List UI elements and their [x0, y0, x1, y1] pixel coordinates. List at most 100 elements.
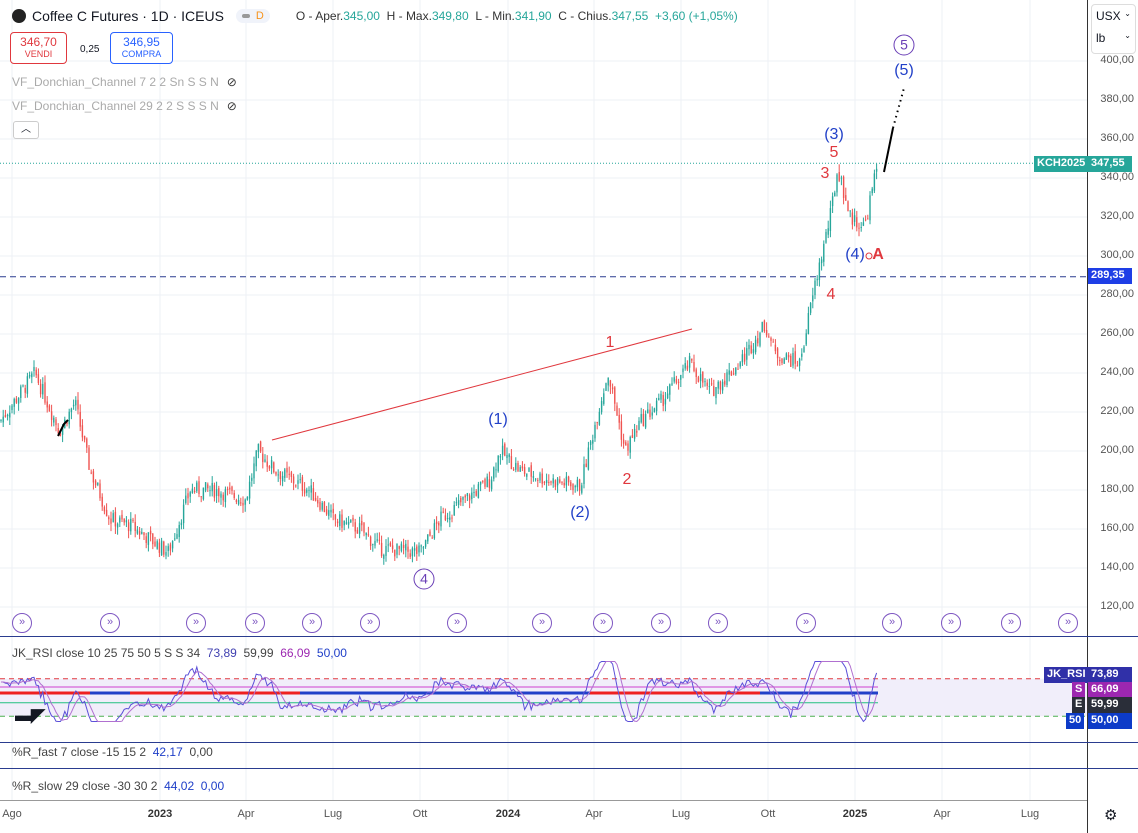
- candle-body: [387, 544, 389, 546]
- candle-body: [46, 401, 48, 408]
- candle-body: [534, 478, 537, 480]
- price-axis[interactable]: USX ⌄ lb ⌄ 400,00 380,00 360,00 340,00 320,0…: [1087, 0, 1138, 833]
- candle-body: [765, 330, 768, 336]
- candle-body: [796, 365, 799, 367]
- candle-body: [519, 467, 521, 472]
- wave-label-circled-4[interactable]: 4: [413, 568, 435, 590]
- symbol-title[interactable]: Coffee C Futures · 1D · ICEUS: [32, 8, 224, 24]
- candle-body: [864, 219, 867, 221]
- candle-body: [277, 474, 279, 476]
- candle-body: [814, 280, 816, 296]
- r-fast-legend[interactable]: %R_fast 7 close -15 15 2 42,17 0,00: [12, 745, 213, 759]
- candle-body: [521, 466, 524, 469]
- event-jump-icon[interactable]: »: [882, 613, 902, 633]
- wave-label-3[interactable]: (3): [824, 126, 844, 143]
- candle-body: [726, 372, 728, 386]
- candle-body: [675, 379, 678, 383]
- candle-body: [88, 447, 90, 470]
- event-jump-icon[interactable]: »: [186, 613, 206, 633]
- event-jump-icon[interactable]: »: [447, 613, 467, 633]
- candle-body: [306, 489, 308, 493]
- indicator-donchian-29[interactable]: VF_Donchian_Channel 29 2 2 S S S N ⊘: [12, 99, 237, 113]
- candle-body: [600, 401, 603, 413]
- candle-body: [13, 398, 15, 407]
- unit-select[interactable]: lb ⌄: [1096, 31, 1131, 45]
- status-label: D: [255, 10, 264, 22]
- candle-body: [332, 508, 334, 514]
- candle-body: [165, 552, 167, 556]
- candle-body: [688, 356, 691, 368]
- currency-unit-selector[interactable]: USX ⌄ lb ⌄: [1091, 4, 1136, 54]
- hidden-eye-icon[interactable]: ⊘: [226, 99, 237, 113]
- candle-body: [141, 532, 143, 534]
- hidden-eye-icon[interactable]: ⊘: [226, 75, 237, 89]
- wave-label-4[interactable]: (4): [845, 246, 865, 263]
- candle-body: [268, 466, 271, 469]
- settings-gear-icon[interactable]: ⚙: [1104, 807, 1118, 824]
- candle-body: [169, 544, 172, 551]
- candle-body: [185, 495, 187, 503]
- subwave-label-3[interactable]: 3: [820, 165, 830, 182]
- event-jump-icon[interactable]: »: [12, 613, 32, 633]
- candle-body: [455, 502, 458, 504]
- subwave-label-a[interactable]: A: [872, 246, 884, 263]
- price-tick: 160,00: [1100, 522, 1134, 534]
- candle-body: [715, 387, 717, 399]
- candle-body: [435, 521, 438, 524]
- event-jump-icon[interactable]: »: [651, 613, 671, 633]
- event-jump-icon[interactable]: »: [708, 613, 728, 633]
- event-jump-icon[interactable]: »: [1001, 613, 1021, 633]
- event-jump-icon[interactable]: »: [360, 613, 380, 633]
- candle-body: [849, 210, 851, 212]
- event-jump-icon[interactable]: »: [100, 613, 120, 633]
- wave-label-circled-5[interactable]: 5: [893, 34, 915, 56]
- candle-body: [123, 519, 125, 523]
- candle-body: [229, 487, 231, 490]
- indicator-donchian-7[interactable]: VF_Donchian_Channel 7 2 2 Sn S S N ⊘: [12, 75, 237, 89]
- market-status-badge[interactable]: D: [235, 9, 270, 23]
- subwave-label-1[interactable]: 1: [605, 334, 615, 351]
- subwave-label-4[interactable]: 4: [826, 286, 836, 303]
- candle-body: [191, 488, 194, 494]
- event-jump-icon[interactable]: »: [302, 613, 322, 633]
- price-chart[interactable]: [0, 0, 1087, 800]
- candle-body: [512, 469, 515, 471]
- candle-body: [11, 405, 13, 411]
- candle-body: [508, 454, 510, 457]
- sell-button[interactable]: 346,70 VENDI: [10, 32, 67, 64]
- wave-label-2[interactable]: (2): [570, 504, 590, 521]
- event-jump-icon[interactable]: »: [796, 613, 816, 633]
- candle-body: [501, 445, 504, 455]
- candle-body: [99, 483, 101, 499]
- candle-body: [167, 546, 169, 552]
- event-jump-icon[interactable]: »: [532, 613, 552, 633]
- subwave-label-2[interactable]: 2: [622, 471, 632, 488]
- candle-body: [853, 215, 856, 222]
- candle-body: [460, 497, 462, 503]
- event-jump-icon[interactable]: »: [941, 613, 961, 633]
- wave-label-5[interactable]: (5): [894, 62, 914, 79]
- candle-body: [26, 376, 29, 394]
- mid-tag-label: 50: [1066, 713, 1085, 729]
- currency-select[interactable]: USX ⌄: [1096, 9, 1131, 23]
- candle-body: [759, 333, 761, 346]
- event-jump-icon[interactable]: »: [593, 613, 613, 633]
- r-slow-legend[interactable]: %R_slow 29 close -30 30 2 44,02 0,00: [12, 779, 225, 793]
- candle-body: [284, 469, 286, 478]
- subwave-label-5[interactable]: 5: [829, 144, 839, 161]
- event-jump-icon[interactable]: »: [245, 613, 265, 633]
- candle-body: [356, 529, 359, 534]
- candle-body: [281, 475, 284, 482]
- wave-label-1[interactable]: (1): [488, 411, 508, 428]
- collapse-indicators-button[interactable]: ︿: [13, 121, 39, 139]
- rsi-legend[interactable]: JK_RSI close 10 25 75 50 5 S S 34 73,89 …: [12, 646, 347, 660]
- candle-body: [407, 546, 409, 552]
- event-jump-icon[interactable]: »: [1058, 613, 1078, 633]
- price-tick: 400,00: [1100, 54, 1134, 66]
- buy-button[interactable]: 346,95 COMPRA: [110, 32, 173, 64]
- candle-body: [405, 543, 407, 551]
- candle-body: [754, 339, 757, 353]
- candle-body: [627, 443, 629, 451]
- candle-body: [108, 517, 110, 520]
- candle-body: [394, 549, 396, 557]
